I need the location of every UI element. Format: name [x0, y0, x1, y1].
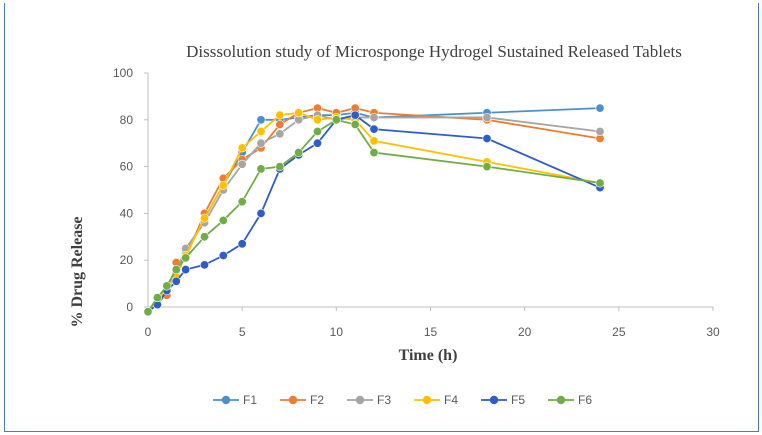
- data-point: [482, 162, 492, 172]
- y-tick-label: 20: [120, 253, 134, 267]
- legend-marker: [288, 395, 298, 405]
- series-f4: [143, 108, 605, 317]
- data-point: [595, 127, 605, 137]
- data-point: [256, 208, 266, 218]
- series-f6: [143, 115, 605, 317]
- data-point: [256, 164, 266, 174]
- legend-label: F5: [511, 393, 525, 407]
- data-point: [595, 178, 605, 188]
- data-point: [369, 112, 379, 122]
- legend-marker: [556, 395, 566, 405]
- chart-frame: [4, 3, 759, 432]
- data-point: [482, 112, 492, 122]
- y-tick-label: 40: [120, 206, 134, 220]
- x-tick-label: 10: [330, 325, 344, 339]
- legend-item-f2: F2: [280, 393, 324, 407]
- data-point: [256, 115, 266, 125]
- legend-marker: [489, 395, 499, 405]
- x-axis-title: Time (h): [399, 347, 458, 364]
- y-axis-title: % Drug Release: [69, 216, 86, 327]
- data-point: [143, 307, 153, 317]
- data-point: [369, 136, 379, 146]
- legend-label: F2: [310, 393, 324, 407]
- y-tick-label: 60: [120, 160, 134, 174]
- data-point: [237, 197, 247, 207]
- legend-item-f3: F3: [347, 393, 391, 407]
- x-tick-label: 5: [239, 325, 246, 339]
- data-point: [200, 260, 210, 270]
- data-point: [294, 108, 304, 118]
- legend: F1 F2 F3 F4 F5 F6: [213, 393, 592, 407]
- x-tick-label: 15: [424, 325, 438, 339]
- legend-item-f1: F1: [213, 393, 257, 407]
- legend-item-f5: F5: [481, 393, 525, 407]
- data-point: [331, 115, 341, 125]
- data-point: [200, 213, 210, 223]
- data-point: [275, 162, 285, 172]
- legend-marker: [422, 395, 432, 405]
- legend-item-f6: F6: [548, 393, 592, 407]
- data-point: [256, 127, 266, 137]
- axes-group: 0 5 10 15 20 25 30 0 20 40 60 80 100: [113, 66, 720, 339]
- data-point: [218, 251, 228, 261]
- data-point: [152, 293, 162, 303]
- data-point: [350, 110, 360, 120]
- data-point: [275, 129, 285, 139]
- data-point: [200, 232, 210, 242]
- data-point: [171, 265, 181, 275]
- legend-item-f4: F4: [414, 393, 458, 407]
- legend-label: F6: [578, 393, 592, 407]
- legend-label: F4: [444, 393, 458, 407]
- x-tick-label: 25: [612, 325, 626, 339]
- data-point: [482, 134, 492, 144]
- legend-marker: [355, 395, 365, 405]
- x-tick-label: 0: [145, 325, 152, 339]
- legend-label: F1: [243, 393, 257, 407]
- data-point: [312, 115, 322, 125]
- data-point: [275, 119, 285, 129]
- chart-title: Disssolution study of Microsponge Hydrog…: [186, 42, 682, 61]
- x-tick-label: 30: [706, 325, 720, 339]
- data-point: [237, 159, 247, 169]
- data-point: [369, 148, 379, 158]
- y-tick-label: 0: [126, 300, 133, 314]
- data-point: [181, 265, 191, 275]
- plot-area: [143, 103, 605, 317]
- data-point: [237, 239, 247, 249]
- data-point: [275, 110, 285, 120]
- data-point: [369, 124, 379, 134]
- legend-label: F3: [377, 393, 391, 407]
- data-point: [181, 253, 191, 263]
- data-point: [256, 138, 266, 148]
- data-point: [595, 103, 605, 113]
- data-point: [218, 215, 228, 225]
- data-point: [312, 127, 322, 137]
- data-point: [218, 180, 228, 190]
- data-point: [162, 281, 172, 291]
- data-point: [171, 276, 181, 286]
- data-point: [237, 143, 247, 153]
- data-point: [312, 138, 322, 148]
- data-point: [294, 148, 304, 158]
- data-point: [350, 119, 360, 129]
- x-tick-label: 20: [518, 325, 532, 339]
- y-tick-label: 100: [113, 66, 133, 80]
- y-tick-label: 80: [120, 113, 134, 127]
- legend-marker: [221, 395, 231, 405]
